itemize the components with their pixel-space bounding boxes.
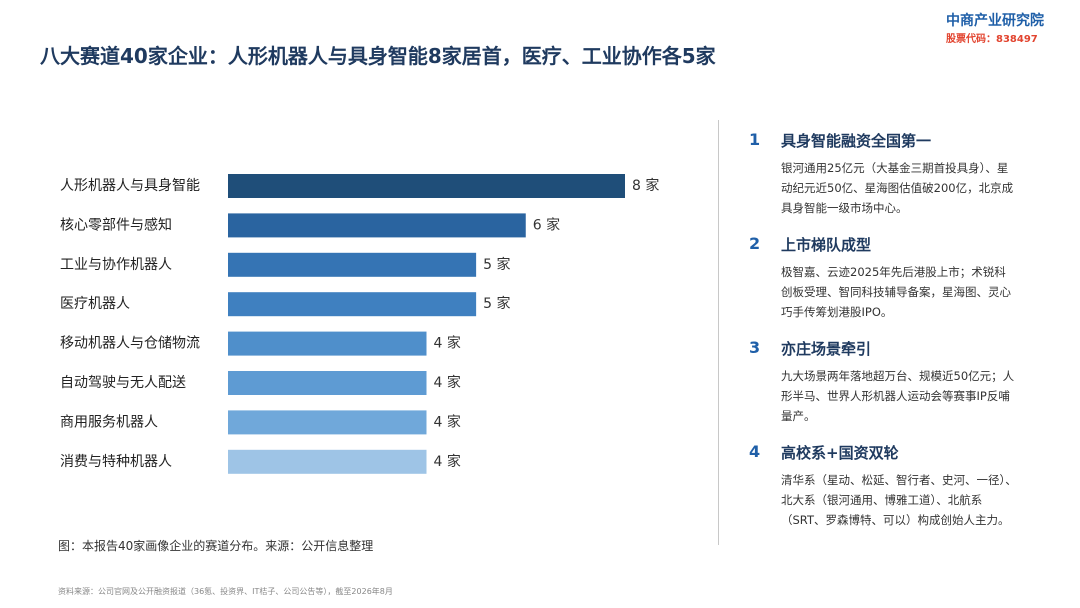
- point-text: 形半马、世界人形机器人运动会等赛事IP反哺: [781, 389, 1010, 403]
- logo-name: 中商产业研究院: [946, 13, 1044, 29]
- bar: [228, 174, 625, 198]
- footer: 资料来源：公司官网及公开融资报道（36氪、投资界、IT桔子、公司公告等），截至2…: [58, 587, 393, 596]
- bar: [228, 213, 526, 238]
- point-number: 1: [749, 130, 761, 149]
- point-number: 2: [749, 234, 761, 253]
- logo: 中商产业研究院 股票代码：838497: [946, 10, 1044, 45]
- bar: [228, 371, 427, 395]
- category-label: 消费与特种机器人: [60, 454, 172, 470]
- value-label: 6 家: [533, 216, 560, 233]
- point-text: （SRT、罗森博特、可以）构成创始人主力。: [781, 513, 1010, 527]
- point-text: 量产。: [781, 409, 816, 423]
- category-label: 工业与协作机器人: [60, 257, 172, 273]
- point-heading: 高校系+国资双轮: [781, 444, 899, 462]
- value-label: 8 家: [632, 177, 659, 194]
- point-number: 4: [749, 442, 761, 461]
- category-label: 人形机器人与具身智能: [60, 178, 200, 194]
- bar: [228, 292, 477, 317]
- value-label: 5 家: [483, 295, 510, 312]
- logo-code: 股票代码：838497: [946, 34, 1038, 45]
- point-text: 巧手传筹划港股IPO。: [781, 305, 893, 319]
- point-text: 创板受理、智同科技辅导备案，星海图、灵心: [781, 285, 1011, 299]
- bar: [228, 449, 427, 474]
- bar: [228, 252, 477, 277]
- bar: [228, 410, 427, 435]
- category-label: 自动驾驶与无人配送: [60, 375, 186, 391]
- point-text: 清华系（星动、松延、智行者、史河、一径）、: [781, 473, 1017, 487]
- category-label: 移动机器人与仓储物流: [60, 336, 200, 352]
- point-heading: 亦庄场景牵引: [781, 340, 872, 358]
- value-label: 4 家: [434, 413, 461, 430]
- title: 八大赛道40家企业：人形机器人与具身智能8家居首，医疗、工业协作各5家: [40, 44, 716, 68]
- key-points: 1 具身智能融资全国第一银河通用25亿元（大基金三期首投具身）、星 动纪元近50亿、…: [718, 120, 1059, 545]
- category-label: 核心零部件与感知: [60, 216, 172, 233]
- point-text: 九大场景两年落地超万台、规模近50亿元；人: [781, 369, 1015, 383]
- value-label: 4 家: [434, 453, 461, 470]
- point-text: 具身智能一级市场中心。: [781, 201, 908, 215]
- value-label: 4 家: [434, 374, 461, 391]
- category-label: 医疗机器人: [60, 296, 130, 312]
- point-heading: 具身智能融资全国第一: [781, 132, 932, 150]
- category-label: 商用服务机器人: [60, 414, 158, 430]
- value-label: 4 家: [434, 335, 461, 352]
- point-text: 动纪元近50亿、星海图估值破200亿，北京成: [781, 181, 1014, 195]
- point-heading: 上市梯队成型: [781, 236, 872, 254]
- bar: [228, 331, 427, 356]
- point-number: 3: [749, 338, 761, 357]
- point-text: 北大系（银河通用、博雅工道）、北航系: [781, 493, 983, 507]
- point-text: 极智嘉、云迹2025年先后港股上市；术锐科: [781, 265, 1006, 279]
- caption: 图：本报告40家画像企业的赛道分布。来源：公开信息整理: [58, 539, 374, 553]
- point-text: 银河通用25亿元（大基金三期首投具身）、星: [781, 161, 1009, 175]
- value-label: 5 家: [483, 256, 510, 273]
